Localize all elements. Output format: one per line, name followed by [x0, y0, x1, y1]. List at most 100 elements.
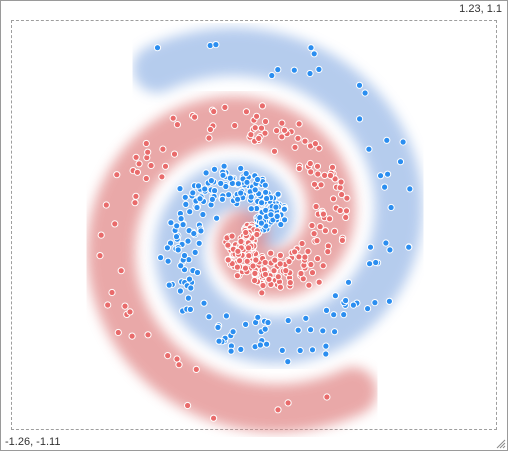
red-point	[242, 108, 250, 116]
red-point	[111, 220, 119, 228]
red-point	[147, 161, 155, 170]
blue-point	[272, 203, 280, 211]
blue-point	[157, 254, 165, 262]
red-point	[237, 237, 245, 246]
blue-point	[330, 311, 338, 319]
red-point	[326, 215, 334, 223]
blue-point	[356, 115, 364, 123]
blue-point	[331, 328, 339, 336]
blue-point	[186, 305, 194, 313]
red-point	[210, 107, 218, 116]
red-point	[242, 228, 250, 237]
red-point	[259, 281, 267, 290]
red-point	[343, 194, 351, 202]
blue-point	[284, 316, 292, 325]
red-points	[96, 102, 351, 422]
blue-point	[322, 306, 331, 314]
blue-point	[172, 233, 181, 241]
blue-point	[355, 81, 364, 89]
red-point	[126, 308, 134, 316]
red-point	[131, 199, 139, 207]
red-point	[331, 227, 339, 235]
red-point	[135, 160, 143, 168]
red-point	[104, 301, 112, 309]
red-point	[253, 112, 261, 120]
red-point	[233, 272, 241, 280]
red-point	[306, 159, 314, 168]
blue-point	[181, 193, 189, 201]
red-point	[284, 399, 292, 407]
red-point	[159, 145, 167, 153]
blue-point	[213, 214, 221, 222]
red-point	[297, 269, 305, 278]
red-point	[241, 264, 250, 272]
blue-point	[322, 342, 330, 350]
blue-point	[307, 326, 315, 334]
blue-point	[193, 203, 201, 212]
resize-grip-icon[interactable]	[494, 437, 506, 449]
red-point	[244, 244, 253, 252]
blue-point	[256, 341, 264, 349]
blue-point	[210, 165, 219, 173]
blue-point	[185, 275, 194, 283]
blue-point	[212, 41, 220, 49]
top-right-coordinate-label: 1.23, 1.1	[459, 3, 502, 15]
blue-point	[226, 174, 234, 182]
blue-point	[344, 278, 353, 286]
red-point	[261, 270, 269, 278]
blue-point	[201, 185, 209, 193]
blue-point	[406, 185, 414, 193]
blue-point	[372, 258, 380, 267]
red-point	[276, 283, 284, 291]
red-point	[243, 257, 251, 265]
blue-point	[281, 216, 289, 224]
red-point	[329, 195, 338, 203]
blue-point	[184, 294, 192, 302]
blue-point	[405, 243, 413, 251]
blue-point	[189, 189, 197, 197]
blue-point	[247, 193, 255, 201]
blue-point	[234, 195, 242, 203]
blue-point	[277, 220, 285, 229]
blue-point	[222, 312, 230, 320]
blue-point	[349, 301, 357, 309]
red-point	[161, 162, 170, 170]
red-point	[285, 257, 293, 266]
blue-point	[258, 199, 266, 207]
blue-point	[202, 169, 210, 177]
blue-point	[184, 237, 192, 245]
red-point	[308, 221, 316, 230]
red-point	[267, 249, 275, 257]
blue-point	[247, 205, 255, 213]
red-point	[173, 121, 181, 129]
blue-point	[307, 44, 315, 52]
blue-point	[385, 297, 393, 305]
blue-point	[331, 292, 339, 300]
blue-point	[253, 175, 262, 184]
red-point	[301, 137, 309, 145]
blue-point	[196, 195, 204, 203]
blue-point	[274, 190, 282, 198]
blue-point	[227, 347, 235, 355]
red-point	[234, 247, 242, 255]
red-point	[257, 124, 266, 132]
red-point	[342, 213, 350, 221]
red-point	[255, 134, 263, 142]
red-point	[144, 148, 152, 156]
red-point	[270, 147, 279, 155]
blue-point	[257, 219, 265, 227]
red-point	[295, 120, 303, 128]
red-point	[169, 114, 177, 122]
blue-point	[243, 178, 251, 186]
blue-point	[206, 41, 214, 50]
blue-point	[280, 205, 288, 213]
blue-point	[366, 243, 375, 251]
red-point	[321, 227, 329, 235]
bottom-left-coordinate-label: -1.26, -1.11	[5, 436, 61, 448]
blue-point	[167, 219, 175, 227]
red-point	[132, 192, 140, 200]
blue-point	[290, 66, 298, 74]
red-point	[132, 153, 140, 161]
red-point	[251, 276, 259, 285]
